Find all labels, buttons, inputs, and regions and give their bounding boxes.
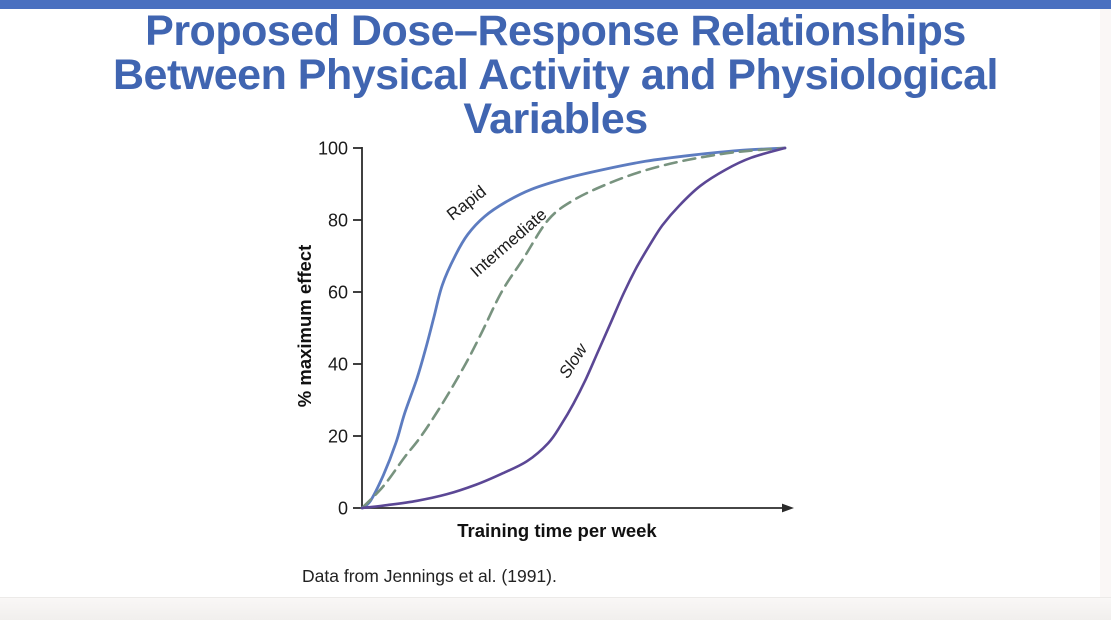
y-tick-label-20: 20: [328, 427, 348, 447]
slide-title-line-1: Proposed Dose–Response Relationships: [145, 7, 966, 55]
chart-curves: [360, 146, 787, 510]
top-accent-bar: [0, 0, 1111, 9]
y-tick-label-60: 60: [328, 283, 348, 303]
y-axis-ticks: 0 20 40 60 80 100: [318, 139, 362, 519]
curve-slow: [360, 146, 787, 510]
x-axis-label: Training time per week: [457, 520, 657, 541]
y-axis-label: % maximum effect: [294, 245, 315, 407]
slide-title-line-2: Between Physical Activity and Physiologi…: [113, 51, 999, 99]
curve-rapid: [360, 146, 787, 510]
slide-title: Proposed Dose–Response Relationships Bet…: [0, 9, 1111, 141]
curve-intermediate: [360, 146, 787, 510]
chart-axes: [361, 147, 794, 513]
y-tick-label-0: 0: [338, 499, 348, 519]
curve-label-intermediate: Intermediate: [467, 205, 551, 281]
citation: Data from Jennings et al. (1991).: [302, 566, 557, 586]
right-edge-strip: [1100, 9, 1111, 598]
bottom-edge-strip: [0, 597, 1111, 620]
y-tick-label-40: 40: [328, 355, 348, 375]
x-axis-arrowhead-icon: [782, 503, 794, 513]
y-tick-label-100: 100: [318, 139, 348, 159]
slide-title-line-3: Variables: [463, 95, 648, 143]
y-tick-label-80: 80: [328, 211, 348, 231]
